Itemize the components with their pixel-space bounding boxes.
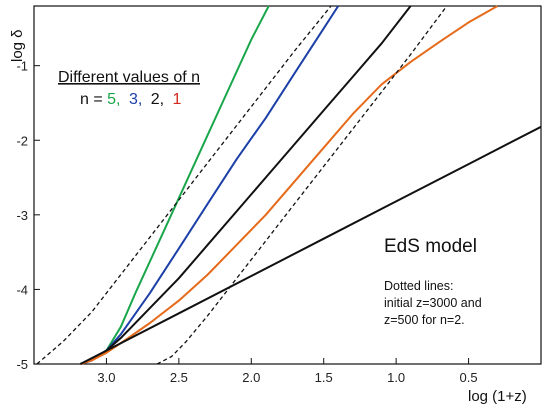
x-tick-label-1: 2.5 bbox=[170, 370, 188, 385]
legend-entry-n1: 1 bbox=[173, 91, 182, 108]
x-tick-label-3: 1.5 bbox=[315, 370, 333, 385]
x-axis-label: log (1+z) bbox=[468, 388, 527, 405]
x-tick-label-0: 3.0 bbox=[97, 370, 115, 385]
legend-entry-n2: 2, bbox=[151, 91, 164, 108]
note-line-3: z=500 for n=2. bbox=[384, 313, 465, 327]
y-tick-label-3: -2 bbox=[16, 133, 28, 148]
series-line-0 bbox=[80, 5, 270, 365]
legend-entry-n5: 5, bbox=[107, 91, 120, 108]
x-tick-label-4: 1.0 bbox=[387, 370, 405, 385]
legend-prefix: n = bbox=[80, 91, 107, 108]
series-line-3 bbox=[80, 5, 498, 365]
series-line-4 bbox=[79, 125, 542, 365]
y-tick-label-2: -3 bbox=[16, 208, 28, 223]
y-axis-label: log δ bbox=[9, 29, 26, 62]
legend-entry-n3: 3, bbox=[129, 91, 142, 108]
legend-title: Different values of n bbox=[58, 69, 200, 86]
y-tick-label-1: -4 bbox=[16, 282, 28, 297]
y-tick-label-0: -5 bbox=[16, 357, 28, 372]
note-line-2: initial z=3000 and bbox=[384, 296, 482, 310]
series-line-2 bbox=[80, 5, 412, 365]
x-tick-label-5: 0.5 bbox=[460, 370, 478, 385]
series-line-1 bbox=[80, 5, 340, 365]
ticks-layer: 3.0 2.5 2.0 1.5 1.0 0.5 -5 -4 -3 -2 -1 bbox=[16, 59, 477, 385]
y-tick-label-4: -1 bbox=[16, 59, 28, 74]
series-line-5 bbox=[36, 5, 332, 365]
x-tick-label-2: 2.0 bbox=[242, 370, 260, 385]
note-line-1: Dotted lines: bbox=[384, 279, 453, 293]
series-layer bbox=[36, 5, 542, 365]
model-label: EdS model bbox=[384, 236, 477, 257]
plot-frame bbox=[33, 5, 542, 365]
series-line-6 bbox=[156, 5, 448, 365]
legend-values: n = 5, 3, 2, 1 bbox=[80, 91, 182, 108]
